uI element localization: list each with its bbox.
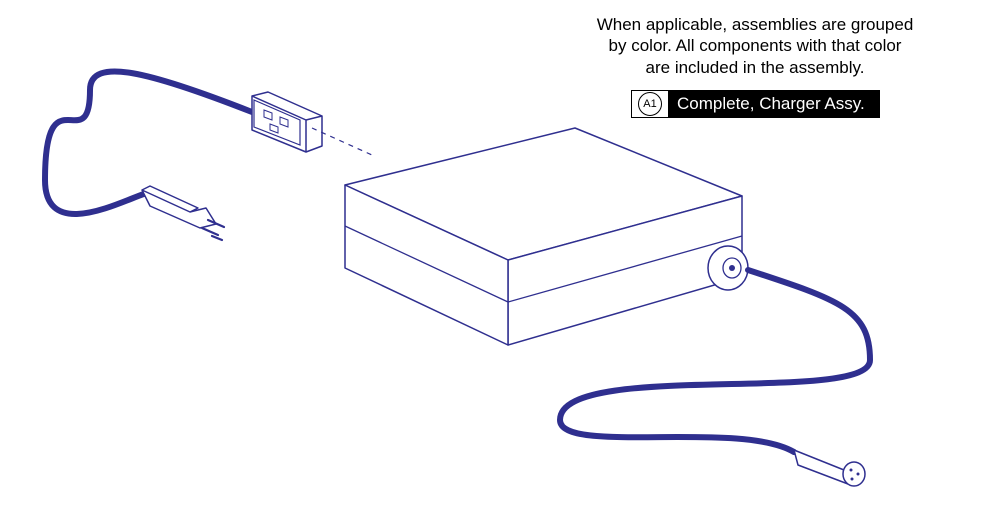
ac-plug-body [142,186,216,228]
output-connector-pin-1 [850,469,853,472]
charger-diagram [0,0,1000,512]
ac-plug-prong-3 [212,236,222,240]
dc-jack-pin [729,265,735,271]
output-connector-pin-3 [851,478,854,481]
output-connector-pin-2 [857,473,860,476]
output-connector-face [843,462,865,486]
ac-plug-prong-2 [202,228,218,235]
